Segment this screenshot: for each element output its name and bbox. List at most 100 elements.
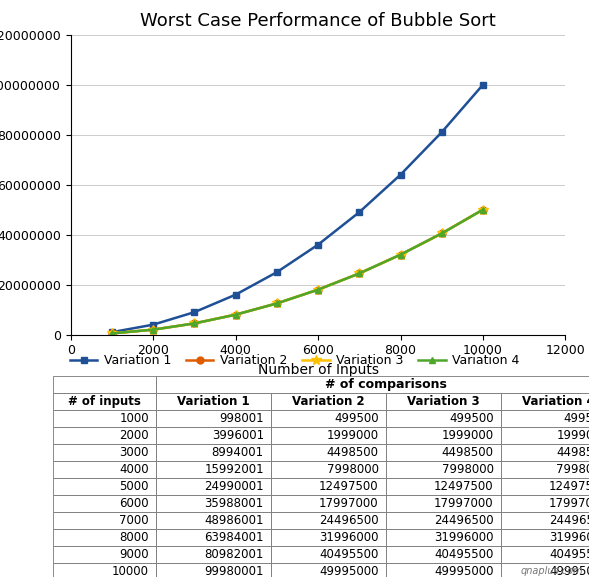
Text: 5000: 5000 [120,479,149,493]
Variation 3 [150,326,157,333]
Bar [501,426,589,444]
Bar [386,512,501,529]
Bar [386,392,501,410]
Variation 4 [397,251,404,258]
Text: 499500: 499500 [564,411,589,425]
Text: 24990001: 24990001 [204,479,264,493]
Variation 3 [191,320,198,327]
Bar [271,478,386,494]
Bar [53,546,156,563]
Variation 3 [108,330,115,337]
Text: 48986001: 48986001 [204,514,264,527]
Bar [53,478,156,494]
Text: 998001: 998001 [219,411,264,425]
Variation 3 [438,230,445,237]
Text: 10000: 10000 [112,565,149,577]
Text: 3996001: 3996001 [212,429,264,441]
Line: Variation 1: Variation 1 [108,81,487,336]
Variation 1 [315,241,322,248]
Text: 15992001: 15992001 [204,463,264,475]
Bar [53,529,156,546]
Bar [271,529,386,546]
Variation 2 [108,330,115,337]
Text: 24496500: 24496500 [549,514,589,527]
Bar [53,512,156,529]
Bar [53,460,156,478]
Bar [156,478,271,494]
Bar [501,563,589,577]
Variation 2 [479,206,487,213]
Text: 17997000: 17997000 [549,497,589,509]
Bar [501,460,589,478]
Bar [271,563,386,577]
Variation 2 [273,300,280,307]
Bar [386,426,501,444]
Line: Variation 3: Variation 3 [107,205,488,338]
Line: Variation 4: Variation 4 [108,206,487,337]
Bar [271,546,386,563]
Text: 31996000: 31996000 [319,531,379,544]
Text: 1999000: 1999000 [557,429,589,441]
X-axis label: Number of Inputs: Number of Inputs [257,363,379,377]
Text: 4000: 4000 [120,463,149,475]
Bar [386,546,501,563]
Bar [501,392,589,410]
Bar [386,563,501,577]
Variation 3 [479,206,487,213]
Variation 2 [232,311,239,318]
Variation 1 [191,309,198,316]
Variation 2 [397,251,404,258]
Bar [386,410,501,426]
Bar [386,444,501,460]
Variation 2 [150,326,157,333]
Text: Variation 1: Variation 1 [177,395,250,407]
Title: Worst Case Performance of Bubble Sort: Worst Case Performance of Bubble Sort [140,12,496,30]
Variation 2 [356,270,363,277]
Text: # of comparisons: # of comparisons [325,377,446,391]
Text: 7000: 7000 [120,514,149,527]
Variation 3 [232,311,239,318]
Text: 40495500: 40495500 [434,548,494,561]
Bar [156,410,271,426]
Text: 8994001: 8994001 [212,445,264,459]
Variation 3 [356,270,363,277]
Text: 1999000: 1999000 [327,429,379,441]
Text: 2000: 2000 [120,429,149,441]
Bar [386,460,501,478]
Text: Variation 3: Variation 3 [407,395,479,407]
Variation 4 [356,270,363,277]
Text: 1000: 1000 [120,411,149,425]
Text: 12497500: 12497500 [319,479,379,493]
Text: 24496500: 24496500 [434,514,494,527]
Bar [386,494,501,512]
Bar [156,426,271,444]
Bar [271,494,386,512]
Text: 31996000: 31996000 [434,531,494,544]
Variation 4 [315,286,322,293]
Text: 40495500: 40495500 [319,548,379,561]
Variation 3 [273,300,280,307]
Bar [501,410,589,426]
Text: Variation 2: Variation 2 [292,395,365,407]
Legend: Variation 1, Variation 2, Variation 3, Variation 4: Variation 1, Variation 2, Variation 3, V… [65,349,524,372]
Bar [501,546,589,563]
Variation 1 [108,329,115,336]
Text: 49995000: 49995000 [434,565,494,577]
Bar [156,444,271,460]
Bar [53,410,156,426]
Variation 1 [438,129,445,136]
Text: 17997000: 17997000 [319,497,379,509]
Text: qnaplus.com: qnaplus.com [521,566,583,576]
Bar [271,392,386,410]
Text: 24496500: 24496500 [319,514,379,527]
Line: Variation 2: Variation 2 [108,206,487,337]
Bar [156,529,271,546]
Variation 3 [397,251,404,258]
Text: 9000: 9000 [120,548,149,561]
Bar [156,494,271,512]
Text: 40495500: 40495500 [549,548,589,561]
Variation 2 [191,320,198,327]
Bar [386,529,501,546]
Bar [271,512,386,529]
Bar [501,529,589,546]
